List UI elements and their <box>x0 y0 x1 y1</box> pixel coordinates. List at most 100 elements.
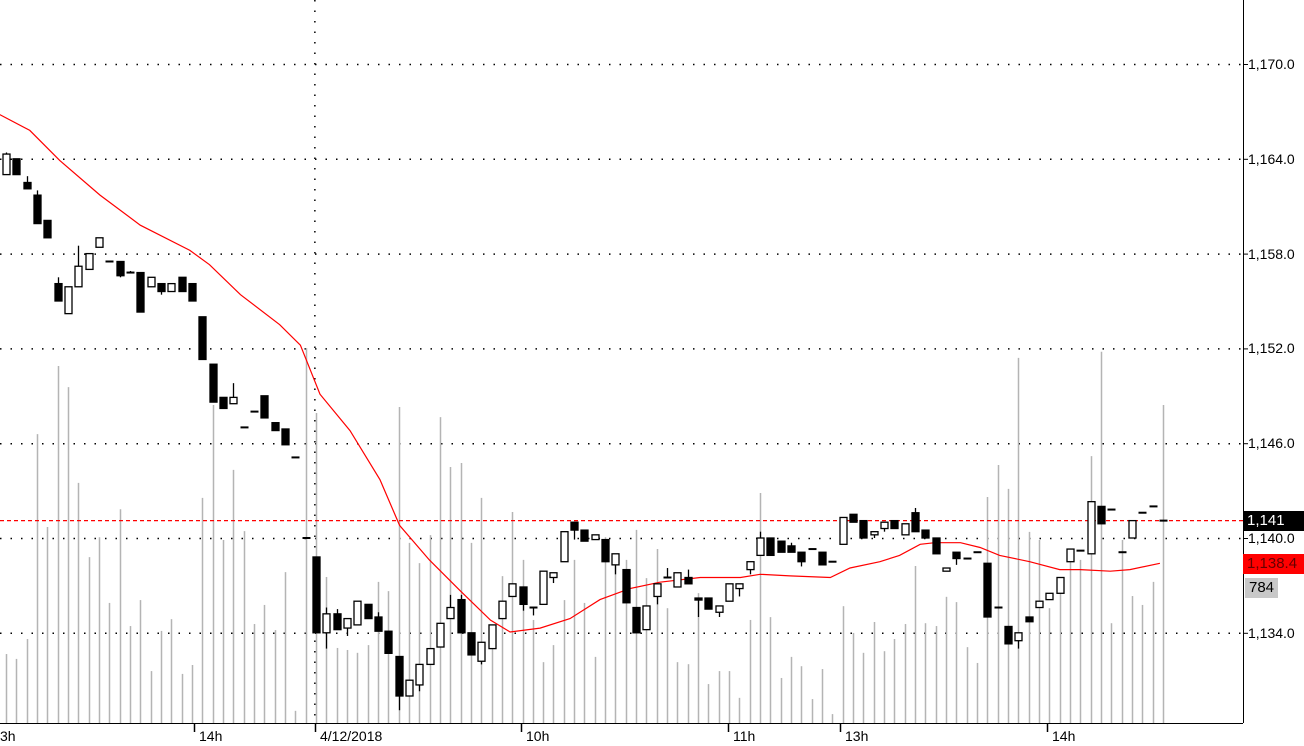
candle <box>570 521 579 540</box>
candle-body-down <box>312 556 321 634</box>
candle <box>952 551 961 565</box>
candle-body-up <box>560 531 569 563</box>
time-tick-label: 13h <box>845 728 869 744</box>
candle-body-up <box>725 583 734 602</box>
candle <box>209 363 218 403</box>
candle <box>43 219 52 239</box>
candle-body-up <box>446 606 455 620</box>
candle <box>281 428 290 446</box>
candle-body-up <box>1035 600 1044 609</box>
candle <box>591 534 600 541</box>
candle-body-down <box>395 655 404 697</box>
candle-body-up <box>870 531 879 536</box>
candle-body-up <box>756 537 765 557</box>
candle-body-up <box>2 153 11 176</box>
candle <box>880 521 889 532</box>
candle <box>54 277 63 302</box>
candle-body-down <box>467 632 476 656</box>
candle <box>642 605 651 631</box>
candle-body-down <box>457 598 466 634</box>
candle-body-up <box>498 600 507 620</box>
candle-body-down <box>704 597 713 610</box>
candle-body-up <box>653 583 662 598</box>
candle-body-up <box>1087 501 1096 555</box>
candle-body-up <box>1066 548 1075 563</box>
candle-body-down <box>271 422 280 432</box>
price-tick-label: 1,146.0 <box>1248 435 1295 452</box>
candle <box>457 594 466 634</box>
candle <box>508 583 517 598</box>
candle <box>756 531 765 557</box>
price-tick-label: 1,140.0 <box>1248 530 1295 546</box>
candle-body-up <box>343 617 352 629</box>
candle <box>271 422 280 432</box>
candle-body-down <box>601 538 610 563</box>
candle <box>684 569 693 585</box>
candle-body-down <box>921 529 930 539</box>
candle-body-down <box>580 529 589 542</box>
candle-body-down <box>12 158 21 176</box>
candle <box>777 540 786 553</box>
candle <box>704 597 713 610</box>
candle <box>1045 592 1054 601</box>
candle-body-down <box>188 282 197 302</box>
candle-body-up <box>673 572 682 588</box>
candle <box>859 519 868 539</box>
candle <box>219 396 228 410</box>
candle-body-up <box>746 561 755 571</box>
candle-body-up <box>1056 576 1065 594</box>
price-tick-label: 1,164.0 <box>1248 150 1295 167</box>
candle-body-up <box>405 679 414 697</box>
candle-body-down <box>952 551 961 560</box>
candle <box>136 271 145 313</box>
candle <box>477 641 486 665</box>
candle-body-down <box>570 521 579 531</box>
candle <box>167 282 176 293</box>
candle-body-up <box>549 572 558 579</box>
candle-body-down <box>33 194 42 225</box>
candle <box>415 663 424 692</box>
candles <box>2 152 1168 711</box>
candle-body-up <box>735 583 744 590</box>
candle-body-down <box>632 606 641 634</box>
candle-body-up <box>508 583 517 598</box>
volume-value-label: 784 <box>1245 578 1279 598</box>
candle-body-up <box>1045 592 1054 601</box>
candle-body-up <box>591 534 600 541</box>
price-tick-label: 1,170.0 <box>1248 56 1295 72</box>
ma-value-label: 1,138.4 <box>1243 554 1304 575</box>
candle-body-up <box>85 252 94 271</box>
candle <box>467 632 476 656</box>
candle <box>1066 548 1075 563</box>
price-tick-label: 1,134.0 <box>1248 624 1295 641</box>
candle-body-down <box>23 181 32 190</box>
candle <box>694 597 703 617</box>
candle <box>498 600 507 620</box>
candle <box>64 286 73 315</box>
candle-body-down <box>281 428 290 446</box>
candle <box>901 523 910 536</box>
candle <box>147 276 156 288</box>
candle-body-down <box>983 562 992 618</box>
candle-body-up <box>353 600 362 626</box>
candle <box>353 600 362 626</box>
candle <box>74 245 83 288</box>
candle-body-up <box>1128 519 1137 539</box>
time-tick-label: 14h <box>1052 728 1076 744</box>
candle-body-down <box>136 271 145 313</box>
time-tick-label: 4/12/2018 <box>320 728 383 744</box>
candle-body-down <box>911 512 920 533</box>
candle <box>632 606 641 634</box>
candle-body-down <box>374 616 383 632</box>
candle-body-down <box>766 537 775 557</box>
candle <box>1097 505 1106 525</box>
candle <box>839 516 848 545</box>
candle-body-up <box>64 286 73 315</box>
candle-body-up <box>477 641 486 662</box>
candle <box>725 583 734 602</box>
candle-body-down <box>777 540 786 553</box>
candle-body-up <box>436 622 445 648</box>
time-tick-label: 11h <box>733 728 756 744</box>
candle <box>1056 576 1065 594</box>
